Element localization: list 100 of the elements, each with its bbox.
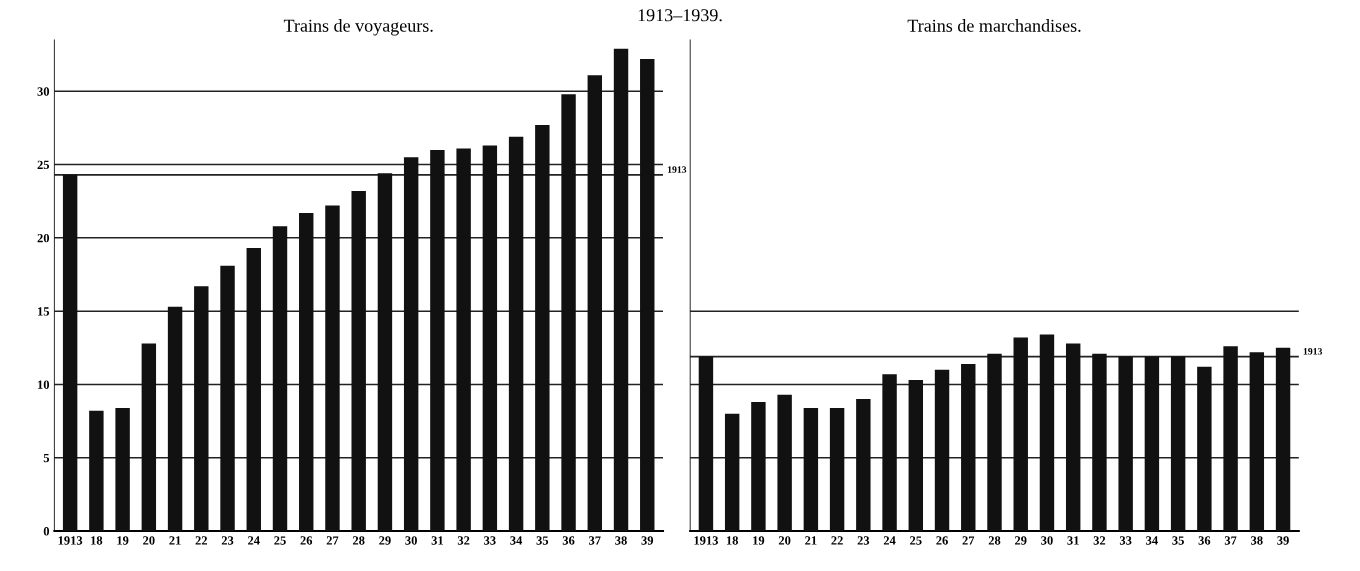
- bar: [829, 407, 845, 532]
- chart-title: Trains de marchandises.: [907, 19, 1081, 32]
- bar: [1092, 353, 1107, 532]
- bar: [640, 59, 655, 532]
- x-tick-label: 21: [169, 536, 181, 545]
- x-tick-label: 20: [143, 536, 155, 545]
- bar: [613, 48, 629, 532]
- bar: [1144, 356, 1160, 532]
- bar: [587, 75, 603, 532]
- x-tick-label: 32: [1093, 536, 1106, 545]
- x-tick-label: 22: [195, 536, 208, 545]
- x-tick-label: 39: [1277, 536, 1289, 545]
- x-tick-label: 19: [753, 536, 765, 545]
- bar: [246, 248, 261, 532]
- x-tick-label: 18: [726, 536, 739, 545]
- x-tick-label: 20: [778, 536, 791, 545]
- bar: [987, 353, 1002, 532]
- x-tick-label: 18: [91, 536, 103, 545]
- x-tick-label: 32: [457, 536, 470, 545]
- x-tick-label: 29: [1015, 536, 1027, 545]
- x-tick-label: 30: [1041, 536, 1053, 545]
- x-tick-label: 27: [962, 536, 975, 545]
- x-tick-label: 25: [274, 536, 286, 545]
- x-tick-label: 31: [431, 536, 443, 545]
- x-tick-label: 25: [910, 536, 922, 545]
- x-tick-label: 26: [936, 536, 948, 545]
- x-tick-label: 23: [857, 536, 870, 545]
- bar: [961, 363, 976, 532]
- x-tick-label: 38: [615, 536, 627, 545]
- bar: [62, 174, 78, 532]
- bar: [724, 413, 740, 532]
- y-tick-label: 30: [37, 87, 50, 96]
- bar: [934, 369, 950, 532]
- bar: [698, 356, 714, 532]
- x-tick-label: 24: [248, 536, 260, 545]
- bar: [272, 226, 288, 532]
- bar: [194, 286, 209, 532]
- bar: [325, 205, 340, 532]
- bar: [561, 94, 576, 532]
- bar: [220, 265, 235, 532]
- bar: [777, 394, 792, 532]
- bar: [403, 157, 419, 532]
- x-tick-label: 38: [1251, 536, 1263, 545]
- bar: [351, 190, 366, 532]
- bar: [1275, 347, 1291, 532]
- y-tick-label: 5: [43, 453, 50, 463]
- bar: [1065, 343, 1081, 532]
- text: 1913: [667, 166, 687, 173]
- x-tick-label: 33: [1119, 536, 1132, 545]
- x-tick-label: 29: [379, 536, 391, 545]
- bar: [456, 148, 471, 532]
- x-tick-label: 22: [831, 536, 843, 545]
- bar: [1039, 334, 1055, 532]
- bar: [1223, 346, 1238, 532]
- x-tick-label: 35: [536, 536, 549, 545]
- y-tick-label: 0: [43, 527, 50, 536]
- y-tick-label: 15: [38, 307, 50, 316]
- bar: [430, 149, 445, 532]
- x-tick-label: 24: [883, 536, 896, 545]
- bar: [1197, 366, 1212, 532]
- bar: [115, 407, 130, 532]
- bar: [1118, 356, 1133, 532]
- bar: [1170, 356, 1186, 532]
- y-tick-label: 25: [37, 160, 50, 170]
- text: 1913–1939.: [638, 9, 722, 22]
- bar: [803, 407, 819, 532]
- bar: [377, 173, 393, 532]
- x-tick-label: 28: [352, 536, 365, 545]
- text: 1913: [1303, 348, 1323, 355]
- bar: [89, 410, 104, 532]
- bar: [141, 343, 157, 532]
- x-tick-label: 31: [1067, 536, 1079, 545]
- x-tick-label: 37: [589, 536, 601, 545]
- x-tick-label: 27: [326, 536, 339, 545]
- bar: [508, 136, 524, 532]
- x-tick-label: 1913: [58, 536, 83, 545]
- x-tick-label: 36: [1198, 536, 1211, 545]
- x-tick-label: 23: [221, 536, 234, 545]
- x-tick-label: 34: [1146, 536, 1158, 545]
- x-tick-label: 39: [641, 536, 654, 545]
- bar: [167, 306, 183, 532]
- x-tick-label: 34: [510, 536, 523, 545]
- x-tick-label: 28: [988, 536, 1001, 545]
- x-tick-label: 19: [117, 536, 129, 545]
- bar: [751, 402, 766, 532]
- bar: [1249, 352, 1265, 532]
- bar: [535, 124, 550, 532]
- x-tick-label: 1913: [694, 536, 719, 545]
- bar: [856, 399, 871, 532]
- x-tick-label: 35: [1172, 536, 1184, 545]
- bar: [1013, 337, 1028, 532]
- chart-title: Trains de voyageurs.: [283, 19, 433, 36]
- bar: [908, 380, 924, 532]
- x-tick-label: 33: [484, 536, 496, 545]
- bar: [482, 145, 498, 532]
- x-tick-label: 37: [1224, 536, 1237, 545]
- x-tick-label: 26: [300, 536, 313, 545]
- y-tick-label: 10: [38, 380, 50, 389]
- bar: [299, 212, 314, 532]
- y-tick-label: 20: [37, 233, 50, 243]
